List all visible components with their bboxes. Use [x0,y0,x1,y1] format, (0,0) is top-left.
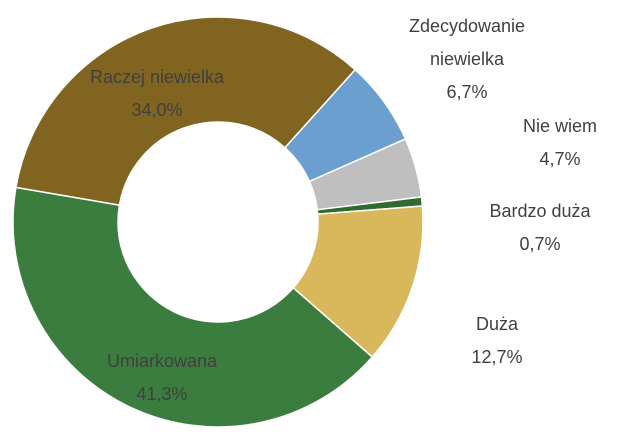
slice-label: Duża 12,7% [397,308,597,374]
value-label: 41,3% [136,384,188,404]
value-label: 12,7% [471,347,523,367]
value-label: 0,7% [519,234,561,254]
slice-label: Zdecydowanie niewielka 6,7% [387,10,547,109]
donut-slice [15,16,357,206]
category-label: Nie wiem [522,116,597,136]
value-label: 6,7% [446,82,488,102]
category-label: Bardzo duża [489,201,591,221]
category-label: Umiarkowana [106,351,218,371]
category-label: Zdecydowanie niewielka [408,16,526,69]
slice-label: Nie wiem 4,7% [460,110,622,176]
donut-slice [12,186,374,428]
slice-label: Umiarkowana 41,3% [62,345,262,411]
category-label: Duża [475,314,519,334]
value-label: 34,0% [131,100,183,120]
value-label: 4,7% [539,149,581,169]
category-label: Raczej niewielka [89,67,225,87]
slice-label: Bardzo duża 0,7% [440,195,622,261]
slice-label: Raczej niewielka 34,0% [57,61,257,127]
